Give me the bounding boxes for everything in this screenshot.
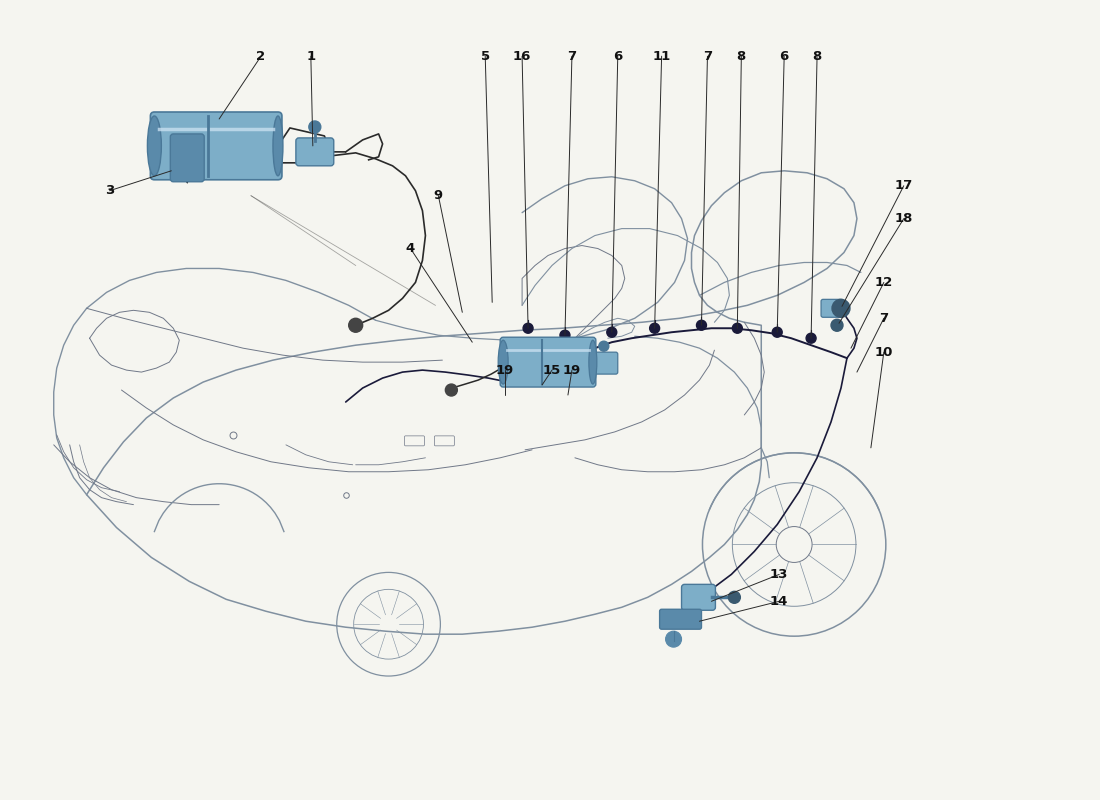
Text: 18: 18 xyxy=(894,212,913,225)
FancyBboxPatch shape xyxy=(821,299,843,318)
Text: 9: 9 xyxy=(433,190,443,202)
Text: 17: 17 xyxy=(894,179,913,192)
Circle shape xyxy=(598,342,608,351)
Text: 8: 8 xyxy=(737,50,746,62)
Circle shape xyxy=(666,631,682,647)
Text: 5: 5 xyxy=(481,50,490,62)
FancyBboxPatch shape xyxy=(170,134,205,182)
Text: 8: 8 xyxy=(813,50,822,62)
Text: 19: 19 xyxy=(496,364,515,377)
Text: 13: 13 xyxy=(770,568,789,581)
Text: 14: 14 xyxy=(770,594,789,608)
Ellipse shape xyxy=(498,340,508,384)
FancyBboxPatch shape xyxy=(500,338,596,387)
Text: 7: 7 xyxy=(879,312,889,325)
Text: 7: 7 xyxy=(703,50,712,62)
Circle shape xyxy=(524,323,534,334)
Text: 1: 1 xyxy=(306,50,316,62)
Circle shape xyxy=(696,320,706,330)
Text: 15: 15 xyxy=(543,364,561,377)
Ellipse shape xyxy=(147,116,162,176)
FancyBboxPatch shape xyxy=(590,352,618,374)
Text: 16: 16 xyxy=(513,50,531,62)
Text: 10: 10 xyxy=(874,346,893,358)
Text: 2: 2 xyxy=(256,50,265,62)
Circle shape xyxy=(349,318,363,332)
Circle shape xyxy=(650,323,660,334)
Circle shape xyxy=(728,591,740,603)
Text: 12: 12 xyxy=(874,276,893,289)
FancyBboxPatch shape xyxy=(296,138,333,166)
FancyBboxPatch shape xyxy=(151,112,282,180)
Text: 4: 4 xyxy=(406,242,415,255)
Circle shape xyxy=(446,384,458,396)
Text: 6: 6 xyxy=(613,50,623,62)
Circle shape xyxy=(830,319,843,331)
Circle shape xyxy=(806,334,816,343)
Circle shape xyxy=(560,330,570,340)
FancyBboxPatch shape xyxy=(682,584,715,610)
Ellipse shape xyxy=(273,116,283,176)
Text: 19: 19 xyxy=(563,364,581,377)
Circle shape xyxy=(772,327,782,338)
Text: 6: 6 xyxy=(780,50,789,62)
Ellipse shape xyxy=(588,340,597,384)
Circle shape xyxy=(733,323,742,334)
Text: 3: 3 xyxy=(104,184,114,198)
Circle shape xyxy=(607,327,617,338)
Text: 7: 7 xyxy=(568,50,576,62)
Circle shape xyxy=(309,121,321,133)
Circle shape xyxy=(832,299,850,318)
Text: 11: 11 xyxy=(652,50,671,62)
FancyBboxPatch shape xyxy=(660,610,702,630)
